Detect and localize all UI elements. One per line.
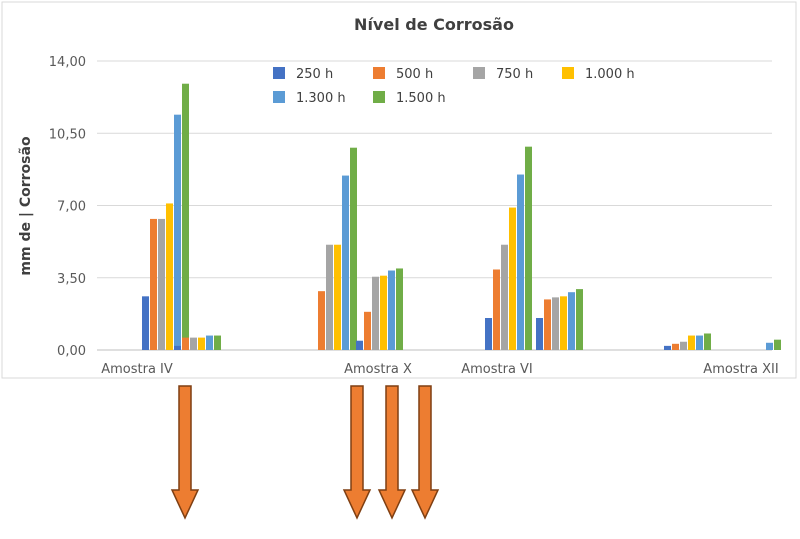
bar-1000h — [198, 337, 205, 350]
bar-500h — [182, 337, 189, 350]
bar-750h — [158, 218, 165, 350]
legend-label: 1.300 h — [296, 91, 346, 106]
bar-1500h — [525, 146, 532, 350]
y-tick-label: 0,00 — [57, 344, 86, 359]
bar-500h — [318, 291, 325, 350]
bar-250h — [356, 340, 363, 350]
bar-500h — [364, 311, 371, 350]
bar-1300h — [696, 335, 703, 350]
bar-1500h — [704, 333, 711, 350]
chart-title: Nível de Corrosão — [354, 15, 514, 34]
bar-1000h — [688, 335, 695, 350]
legend-swatch — [373, 67, 385, 79]
annotation-arrows — [170, 385, 440, 520]
bar-500h — [150, 218, 157, 350]
legend-label: 750 h — [496, 67, 533, 82]
category-labels: Amostra IV Amostra X Amostra VI Amostra XII — [101, 362, 778, 377]
legend-swatch — [562, 67, 574, 79]
down-arrow — [342, 385, 372, 520]
bar-250h — [142, 296, 149, 350]
bar-1500h — [214, 335, 221, 350]
bar-1300h — [206, 335, 213, 350]
bar-1000h — [509, 207, 516, 350]
legend-label: 500 h — [396, 67, 433, 82]
bar-1300h — [766, 342, 773, 350]
bar-1000h — [166, 203, 173, 350]
bar-250h — [536, 318, 543, 350]
bar-1500h — [350, 147, 357, 350]
y-tick-labels: 0,00 3,50 7,00 10,50 14,00 — [49, 55, 86, 359]
bar-250h — [485, 318, 492, 350]
bar-1300h — [388, 270, 395, 350]
bar-1300h — [517, 174, 524, 350]
down-arrow — [170, 385, 200, 520]
category-label: Amostra IV — [101, 362, 173, 377]
chart-frame: Nível de Corrosão mm de | Corrosão 0,00 3… — [1, 1, 797, 379]
corrosion-bar-chart: Nível de Corrosão mm de | Corrosão 0,00 3… — [1, 1, 797, 379]
category-label: Amostra VI — [461, 362, 533, 377]
legend-swatch — [273, 91, 285, 103]
bar-750h — [552, 297, 559, 350]
bar-500h — [493, 269, 500, 350]
bar-250h — [664, 345, 671, 350]
bar-1000h — [560, 296, 567, 350]
bar-1500h — [774, 339, 781, 350]
bar-1500h — [576, 289, 583, 350]
y-tick-label: 7,00 — [57, 200, 86, 215]
bar-1500h — [182, 83, 189, 350]
bar-500h — [544, 299, 551, 350]
category-label: Amostra XII — [703, 362, 778, 377]
y-tick-label: 10,50 — [49, 127, 86, 142]
bar-750h — [680, 341, 687, 350]
bar-750h — [372, 276, 379, 350]
bar-500h — [672, 343, 679, 350]
bar-750h — [190, 337, 197, 350]
bars — [142, 83, 781, 351]
bar-1300h — [174, 114, 181, 351]
category-label: Amostra X — [344, 362, 412, 377]
y-tick-label: 14,00 — [49, 55, 86, 70]
down-arrow — [410, 385, 440, 520]
bar-1300h — [568, 292, 575, 350]
bar-250h — [174, 345, 181, 350]
y-tick-label: 3,50 — [57, 272, 86, 287]
bar-1500h — [396, 268, 403, 350]
bar-750h — [326, 244, 333, 350]
y-axis-title: mm de | Corrosão — [18, 136, 34, 276]
legend: 250 h 500 h 750 h 1.000 h 1.300 h 1.500 h — [273, 67, 635, 106]
down-arrow — [377, 385, 407, 520]
legend-label: 1.500 h — [396, 91, 446, 106]
legend-swatch — [373, 91, 385, 103]
legend-label: 250 h — [296, 67, 333, 82]
bar-1000h — [334, 244, 341, 350]
bar-1000h — [380, 275, 387, 350]
bar-1300h — [342, 175, 349, 350]
legend-swatch — [273, 67, 285, 79]
legend-label: 1.000 h — [585, 67, 635, 82]
legend-swatch — [473, 67, 485, 79]
bar-750h — [501, 244, 508, 350]
